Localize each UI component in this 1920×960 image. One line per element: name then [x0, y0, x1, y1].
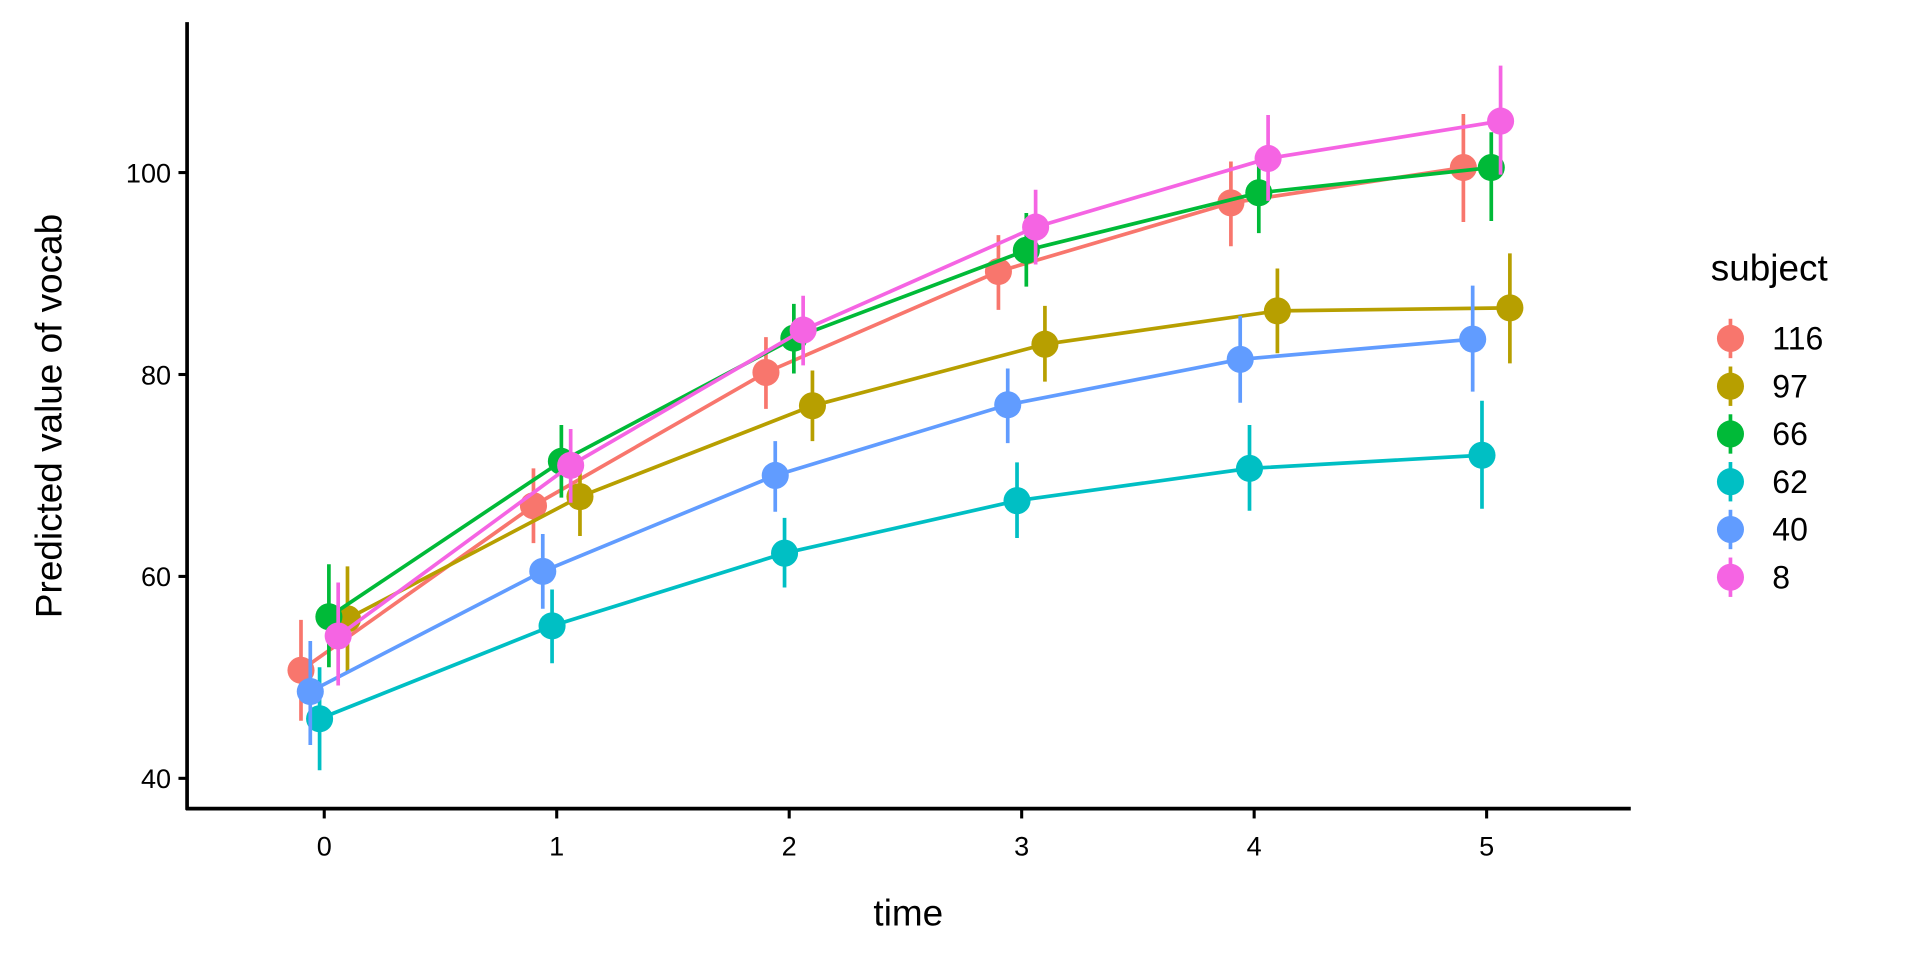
legend-key-point — [1716, 468, 1744, 496]
y-tick-label: 60 — [141, 561, 171, 592]
legend-label: 8 — [1772, 559, 1790, 595]
data-point — [1496, 294, 1524, 322]
data-point — [752, 358, 780, 387]
data-point — [566, 483, 594, 511]
series-66 — [315, 132, 1505, 668]
data-point — [557, 451, 585, 479]
legend-key-point — [1716, 372, 1744, 400]
data-point — [1022, 213, 1050, 241]
data-point — [1031, 330, 1059, 358]
series-62 — [306, 400, 1496, 771]
x-tick-label: 2 — [782, 830, 797, 861]
data-point — [1254, 144, 1282, 172]
series-line — [337, 119, 1501, 638]
data-point — [1217, 189, 1245, 217]
x-tick-label: 5 — [1479, 830, 1494, 861]
legend-label: 66 — [1772, 416, 1808, 452]
series-line — [318, 453, 1483, 721]
data-point — [287, 656, 315, 684]
legend-label: 116 — [1772, 321, 1823, 357]
series-97 — [333, 253, 1524, 672]
legend-label: 97 — [1772, 368, 1808, 404]
data-point — [538, 612, 566, 640]
legend-key-point — [1716, 420, 1744, 448]
data-point — [761, 461, 789, 489]
data-point — [994, 391, 1022, 419]
legend-item-62: 62 — [1716, 462, 1808, 502]
series-line — [309, 337, 1473, 694]
legend-item-97: 97 — [1716, 366, 1808, 406]
legend-item-8: 8 — [1716, 557, 1790, 597]
data-point — [1235, 454, 1264, 482]
series-40 — [296, 285, 1487, 746]
data-point — [789, 316, 817, 344]
y-tick-label: 40 — [141, 763, 171, 794]
y-axis-ticks: 40 60 80 100 — [126, 157, 188, 794]
x-axis-ticks: 0 1 2 3 4 5 — [317, 808, 1494, 861]
data-point — [306, 705, 334, 733]
legend-key-point — [1716, 324, 1744, 352]
series-8 — [324, 65, 1515, 686]
x-tick-label: 0 — [317, 830, 332, 861]
data-point — [798, 392, 826, 420]
x-axis-title: time — [873, 893, 943, 934]
legend-item-66: 66 — [1716, 414, 1808, 454]
y-tick-label: 80 — [141, 359, 171, 390]
data-point — [1012, 236, 1040, 264]
legend-label: 62 — [1772, 464, 1808, 500]
x-tick-label: 4 — [1247, 830, 1262, 861]
legend-key-point — [1716, 515, 1744, 544]
series-line — [346, 306, 1510, 621]
data-point — [1487, 107, 1515, 135]
data-point — [771, 539, 799, 567]
y-axis-title: Predicted value of vocab — [29, 214, 70, 618]
series-116 — [287, 114, 1477, 721]
x-tick-label: 1 — [549, 830, 564, 861]
legend-key-point — [1716, 563, 1744, 591]
data-point — [1245, 179, 1273, 207]
y-tick-label: 100 — [126, 157, 171, 188]
data-point — [1449, 153, 1477, 182]
legend-item-116: 116 — [1716, 318, 1823, 359]
series-line — [327, 165, 1492, 619]
x-tick-label: 3 — [1014, 830, 1029, 861]
data-point — [296, 677, 324, 706]
data-point — [1226, 345, 1254, 373]
data-point — [1003, 487, 1031, 515]
series-line — [299, 165, 1464, 672]
legend-item-40: 40 — [1716, 509, 1808, 550]
data-point — [529, 557, 557, 585]
data-point — [324, 622, 352, 650]
data-point — [1477, 153, 1505, 182]
plot-panel — [287, 65, 1524, 771]
data-point — [1459, 325, 1487, 353]
data-point — [1468, 441, 1496, 469]
data-point — [1263, 297, 1291, 325]
legend: subject 116 97 66 62 40 8 — [1711, 248, 1828, 597]
legend-title: subject — [1711, 248, 1828, 289]
legend-label: 40 — [1772, 512, 1808, 548]
